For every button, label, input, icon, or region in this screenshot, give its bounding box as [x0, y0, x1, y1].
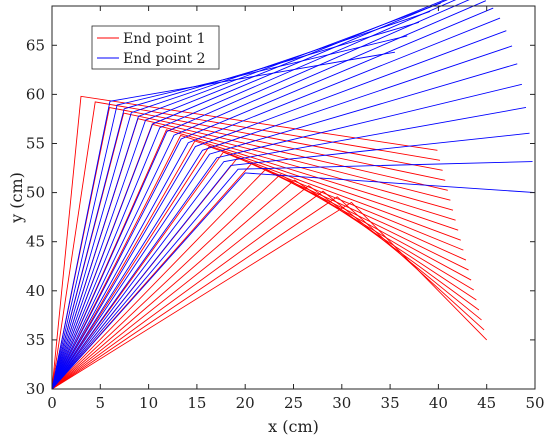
legend-label-end-point-2: End point 2	[123, 51, 206, 67]
linkage-line-end-point-1	[51, 140, 459, 390]
linkage-line-end-point-1	[51, 112, 446, 390]
linkage-line-end-point-2	[51, 107, 527, 390]
linkage-line-end-point-1	[51, 146, 461, 390]
x-tick-label: 50	[525, 394, 544, 412]
x-tick-label: 30	[332, 394, 351, 412]
x-tick-label: 45	[477, 394, 496, 412]
y-tick-label: 50	[26, 184, 45, 202]
x-tick-label: 0	[47, 394, 57, 412]
x-tick-label: 25	[284, 394, 303, 412]
linkage-line-end-point-2	[51, 161, 533, 390]
plot-lines	[51, 0, 536, 390]
linkage-line-end-point-2	[51, 2, 441, 390]
linkage-line-end-point-2	[51, 35, 408, 390]
linkage-line-end-point-1	[51, 179, 477, 390]
legend: End point 1 End point 2	[91, 25, 220, 70]
y-tick-label: 40	[26, 282, 45, 300]
linkage-line-end-point-2	[51, 30, 507, 390]
linkage-line-end-point-1	[51, 196, 485, 390]
x-tick-label: 15	[187, 394, 206, 412]
linkage-line-end-point-2	[51, 21, 420, 390]
linkage-line-end-point-2	[51, 0, 448, 390]
linkage-line-end-point-2	[51, 7, 494, 390]
x-tick-label: 10	[139, 394, 158, 412]
linkage-line-end-point-2	[51, 10, 431, 390]
linkage-line-end-point-2	[51, 0, 470, 390]
linkage-line-end-point-2	[51, 17, 501, 390]
linkage-line-end-point-1	[51, 151, 464, 390]
linkage-line-end-point-2	[51, 0, 446, 390]
axis-ticks: 0 5 10 15 20 25 30 35 40 45 50 30 35 40 45 50 55 60 65	[26, 6, 545, 412]
y-axis-label: y (cm)	[7, 172, 26, 224]
linkage-line-end-point-1	[51, 101, 441, 390]
x-tick-label: 40	[429, 394, 448, 412]
linkage-line-end-point-2	[51, 0, 457, 390]
x-tick-label: 20	[236, 394, 255, 412]
x-tick-label: 35	[381, 394, 400, 412]
y-tick-label: 55	[26, 134, 45, 152]
y-tick-label: 65	[26, 36, 45, 54]
linkage-line-end-point-2	[51, 51, 396, 390]
x-tick-label: 5	[96, 394, 106, 412]
linkage-line-end-point-1	[51, 134, 456, 390]
linkage-line-end-point-1	[51, 190, 482, 390]
linkage-line-end-point-2	[51, 63, 518, 390]
linkage-line-end-point-1	[51, 168, 472, 390]
linkage-line-end-point-2	[51, 83, 522, 390]
x-axis-label: x (cm)	[268, 417, 319, 436]
legend-box	[91, 25, 220, 70]
legend-label-end-point-1: End point 1	[123, 31, 206, 47]
linkage-line-end-point-1	[51, 201, 488, 390]
linkage-line-end-point-2	[51, 0, 487, 390]
linkage-line-end-point-2	[51, 132, 530, 390]
y-tick-label: 35	[26, 331, 45, 349]
linkage-line-end-point-2	[51, 172, 536, 390]
linkage-line-end-point-2	[51, 45, 513, 390]
y-tick-label: 60	[26, 85, 45, 103]
linkage-line-end-point-1	[51, 185, 480, 390]
y-tick-label: 30	[26, 380, 45, 398]
linkage-line-end-point-1	[51, 95, 438, 390]
linkage-line-end-point-1	[51, 173, 474, 390]
y-tick-label: 45	[26, 233, 45, 251]
